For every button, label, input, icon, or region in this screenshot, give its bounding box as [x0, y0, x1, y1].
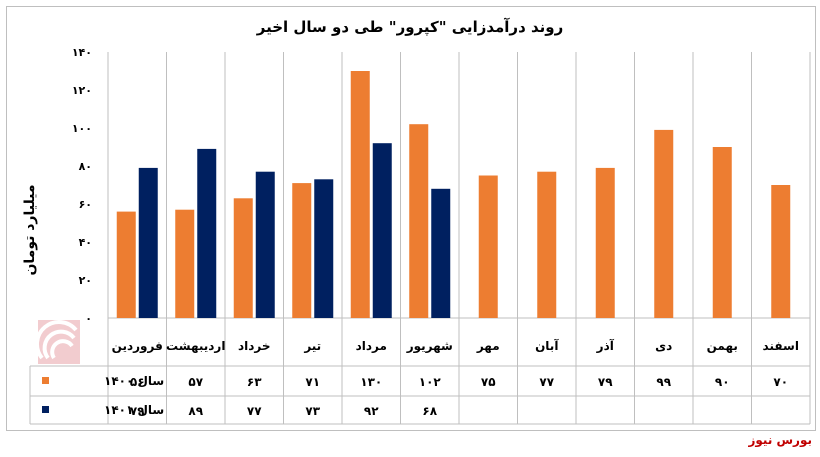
bar-1401 — [197, 148, 217, 318]
bar-1401 — [372, 143, 392, 318]
chart-title: روند درآمدزایی "کپرور" طی دو سال اخیر — [256, 18, 564, 36]
table-value-1400: ۱۰۲ — [419, 375, 442, 389]
category-label: شهریور — [406, 339, 453, 354]
table-value-1400: ۷۱ — [305, 375, 320, 389]
bar-1400 — [478, 175, 498, 318]
table-value-1400: ۹۹ — [656, 375, 671, 389]
bar-1400 — [712, 147, 732, 318]
table-value-1400: ۵۶ — [130, 375, 145, 389]
category-label: اسفند — [763, 339, 799, 353]
table-value-1401: ۷۳ — [305, 404, 320, 418]
bar-1400 — [350, 71, 370, 318]
bar-1401 — [138, 167, 158, 318]
bar-1401 — [431, 188, 451, 318]
y-tick-label: ۴۰ — [79, 236, 92, 249]
bar-1400 — [595, 167, 615, 318]
category-label: فروردین — [112, 339, 163, 354]
table-value-1400: ۱۳۰ — [360, 375, 382, 389]
bar-1400 — [409, 124, 429, 318]
y-tick-label: ۸۰ — [79, 160, 92, 173]
table-value-1400: ۹۰ — [715, 375, 730, 389]
legend-label-1400: سال ۱۴۰۰ — [104, 374, 164, 388]
bar-1400 — [654, 129, 674, 318]
category-label: خرداد — [238, 339, 271, 353]
y-tick-label: ۱۰۰ — [72, 122, 92, 135]
bar-1400 — [537, 171, 557, 318]
y-tick-label: ۰ — [85, 312, 92, 325]
category-label: آبان — [535, 338, 559, 353]
table-value-1401: ۷۷ — [247, 404, 262, 418]
y-tick-label: ۶۰ — [79, 198, 92, 211]
y-tick-label: ۲۰ — [79, 274, 92, 287]
table-value-1400: ۷۹ — [598, 375, 613, 389]
category-label: مهر — [476, 339, 500, 353]
category-label: مرداد — [356, 339, 387, 353]
table-value-1401: ۹۲ — [364, 404, 379, 418]
bar-1401 — [314, 179, 334, 318]
legend-key-1400 — [42, 377, 49, 384]
table-value-1401: ۶۸ — [422, 404, 437, 418]
bar-1401 — [255, 171, 275, 318]
table-value-1401: ۷۹ — [130, 404, 145, 418]
category-label: اردیبهشت — [166, 339, 225, 353]
legend-label-1401: سال ۱۴۰۱ — [104, 403, 164, 417]
table-value-1400: ۷۵ — [481, 375, 496, 389]
category-label: آذر — [596, 338, 615, 353]
legend-key-1401 — [42, 406, 49, 413]
bar-1400 — [771, 185, 791, 318]
category-label: دی — [655, 339, 672, 353]
source-credit: بورس نیوز — [748, 433, 812, 447]
table-value-1400: ۶۳ — [247, 375, 262, 389]
y-tick-label: ۱۲۰ — [72, 84, 92, 97]
table-value-1400: ۷۰ — [773, 375, 788, 389]
bar-1400 — [175, 209, 195, 318]
category-label: تیر — [303, 339, 321, 353]
category-label: بهمن — [707, 339, 738, 353]
table-value-1400: ۷۷ — [539, 375, 554, 389]
table-value-1400: ۵۷ — [188, 375, 203, 389]
bar-1400 — [233, 198, 253, 318]
bar-1400 — [292, 183, 312, 318]
bar-1400 — [116, 211, 136, 318]
y-tick-label: ۱۴۰ — [72, 46, 92, 59]
watermark-logo — [36, 318, 82, 370]
table-value-1401: ۸۹ — [188, 404, 203, 418]
